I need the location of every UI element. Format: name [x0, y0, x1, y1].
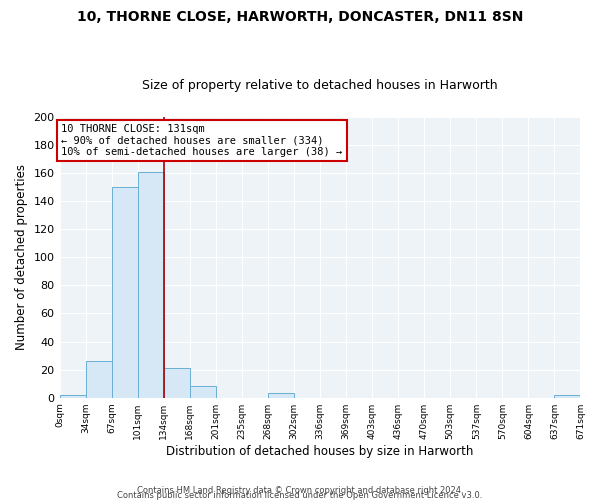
Bar: [554, 395, 580, 398]
Bar: [112, 187, 137, 398]
X-axis label: Distribution of detached houses by size in Harworth: Distribution of detached houses by size …: [166, 444, 474, 458]
Title: Size of property relative to detached houses in Harworth: Size of property relative to detached ho…: [142, 79, 498, 92]
Bar: [190, 386, 216, 398]
Bar: [268, 394, 294, 398]
Text: 10, THORNE CLOSE, HARWORTH, DONCASTER, DN11 8SN: 10, THORNE CLOSE, HARWORTH, DONCASTER, D…: [77, 10, 523, 24]
Bar: [86, 361, 112, 398]
Bar: [137, 172, 164, 398]
Text: Contains HM Land Registry data © Crown copyright and database right 2024.: Contains HM Land Registry data © Crown c…: [137, 486, 463, 495]
Text: 10 THORNE CLOSE: 131sqm
← 90% of detached houses are smaller (334)
10% of semi-d: 10 THORNE CLOSE: 131sqm ← 90% of detache…: [61, 124, 343, 157]
Y-axis label: Number of detached properties: Number of detached properties: [15, 164, 28, 350]
Text: Contains public sector information licensed under the Open Government Licence v3: Contains public sector information licen…: [118, 490, 482, 500]
Bar: [164, 368, 190, 398]
Bar: [59, 395, 86, 398]
